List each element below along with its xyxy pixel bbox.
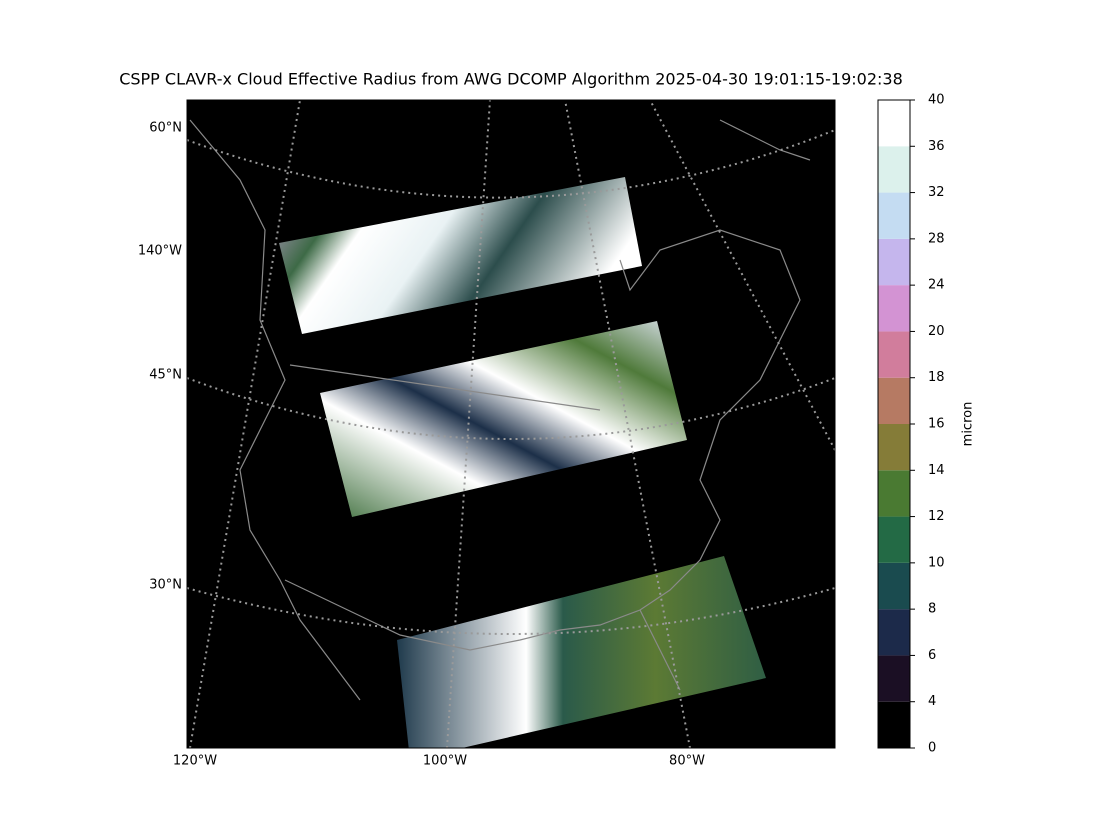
lon-label: 120°W: [173, 754, 217, 769]
colorbar-tick-label: 0: [928, 741, 936, 756]
colorbar-segment: [878, 470, 910, 517]
colorbar-segment: [878, 192, 910, 239]
colorbar-tick-label: 40: [928, 93, 945, 108]
colorbar-segment: [878, 562, 910, 610]
colorbar-segment: [878, 609, 910, 656]
title: CSPP CLAVR-x Cloud Effective Radius from…: [119, 70, 903, 89]
colorbar-tick-label: 32: [928, 185, 945, 200]
colorbar-tick-label: 20: [928, 324, 945, 339]
lat-label: 45°N: [149, 368, 182, 383]
colorbar-tick-label: 16: [928, 417, 945, 432]
colorbar-tick-label: 12: [928, 509, 945, 524]
colorbar-segment: [878, 100, 910, 147]
colorbar-tick-label: 18: [928, 370, 945, 385]
lon-label: 80°W: [669, 754, 705, 769]
colorbar-segment: [878, 655, 910, 702]
lat-label: 30°N: [149, 578, 182, 593]
colorbar-segment: [878, 238, 910, 286]
colorbar-segment: [878, 424, 910, 471]
colorbar-segment: [878, 516, 910, 563]
map-frame: [186, 99, 836, 749]
lon-label: 100°W: [423, 754, 467, 769]
colorbar-tick-label: 28: [928, 231, 945, 246]
lon-label: 140°W: [138, 244, 182, 259]
colorbar-tick-label: 10: [928, 555, 945, 570]
colorbar-tick-label: 4: [928, 694, 936, 709]
colorbar-segment: [878, 701, 910, 748]
colorbar-segment: [878, 285, 910, 332]
colorbar-segment: [878, 377, 910, 424]
colorbar-tick-label: 6: [928, 648, 936, 663]
colorbar-tick-label: 24: [928, 278, 945, 293]
colorbar-label: micron: [961, 402, 976, 447]
colorbar-tick-label: 8: [928, 602, 936, 617]
map: [187, 100, 835, 748]
colorbar-tick-label: 14: [928, 463, 945, 478]
colorbar-segment: [878, 146, 910, 193]
colorbar: 0 4 6 8 10 12 14 16 18 20 24 28 32 36 40: [877, 93, 945, 756]
colorbar-segment: [878, 331, 910, 378]
lat-label: 60°N: [149, 121, 182, 136]
colorbar-tick-label: 36: [928, 139, 945, 154]
